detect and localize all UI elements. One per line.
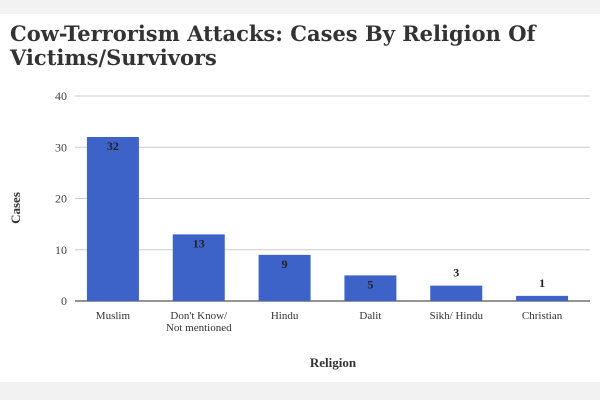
y-tick-label: 30: [55, 140, 67, 154]
data-label: 1: [539, 276, 545, 290]
bar: [86, 137, 139, 301]
x-axis-label: Religion: [310, 355, 357, 370]
data-label: 13: [193, 236, 205, 250]
data-label: 32: [107, 139, 119, 153]
x-tick-label: Don't Know/: [170, 310, 228, 322]
data-label: 9: [282, 257, 288, 271]
x-tick-labels: Muslim Don't Know/Not mentioned Hindu Dalit…: [96, 310, 563, 334]
bar: [172, 234, 225, 301]
y-tick-label: 0: [61, 294, 67, 308]
bar: [430, 285, 483, 301]
x-tick-label: Christian: [522, 310, 563, 322]
y-tick-labels: 0 10 20 30 40: [55, 89, 67, 308]
data-label: 5: [367, 277, 373, 291]
x-tick-label: Hindu: [271, 310, 299, 322]
bar: [516, 295, 569, 301]
bar: [258, 254, 311, 301]
x-tick-label: Dalit: [359, 310, 381, 322]
x-tick-label: Not mentioned: [166, 322, 232, 334]
y-tick-label: 20: [55, 192, 67, 206]
data-label: 3: [453, 266, 459, 280]
bar: [344, 275, 397, 301]
y-tick-label: 10: [55, 243, 67, 257]
y-tick-label: 40: [55, 89, 67, 103]
x-tick-label: Sikh/ Hindu: [430, 310, 484, 322]
gridlines: [75, 95, 590, 302]
x-tick-label: Muslim: [96, 310, 131, 322]
y-axis-label: Cases: [8, 192, 23, 224]
bars: [86, 137, 569, 301]
chart-title: Cow-Terrorism Attacks: Cases By Religion…: [10, 21, 536, 70]
data-labels: 32 13 9 5 3 1: [107, 139, 545, 291]
